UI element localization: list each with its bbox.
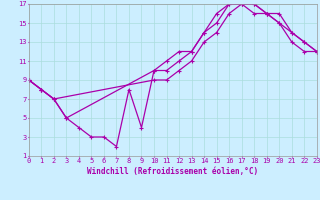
X-axis label: Windchill (Refroidissement éolien,°C): Windchill (Refroidissement éolien,°C) — [87, 167, 258, 176]
